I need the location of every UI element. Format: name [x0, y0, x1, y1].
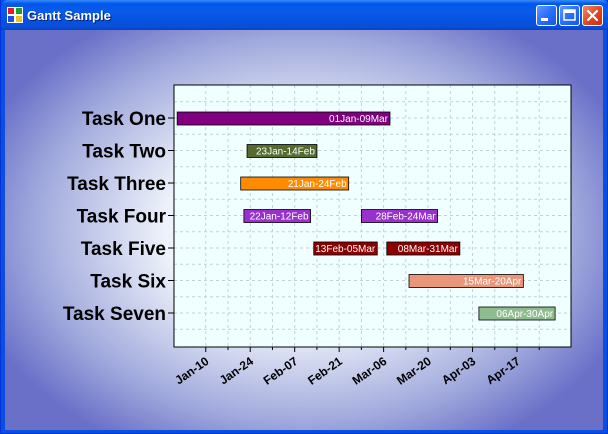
task-label: Task Three: [67, 174, 166, 195]
task-bar: [313, 241, 378, 256]
gantt-chart: 01Jan-09Mar 23Jan-14Feb 21Jan-24Feb 22Jan-1…: [63, 84, 572, 388]
task-bar: [246, 144, 318, 158]
x-tick-label: Jan-10: [172, 354, 211, 387]
task-bars: 01Jan-09Mar 23Jan-14Feb 21Jan-24Feb 22Jan-1…: [176, 111, 556, 321]
date-tick-labels: Jan-10 Jan-24 Feb-07 Feb-21 Mar-06 Mar-20 Apr-…: [172, 354, 523, 388]
bar-date-label: 23Jan-14Feb: [256, 147, 315, 158]
bar-date-label: 28Feb-24Mar: [376, 212, 437, 223]
windows-app-icon[interactable]: [7, 7, 23, 23]
x-tick-label: Feb-07: [261, 354, 301, 388]
task-bar: [240, 176, 350, 191]
task-bar: [478, 306, 556, 321]
task-label: Task Six: [90, 272, 166, 293]
task-label: Task Five: [81, 239, 166, 260]
chart-area: 01Jan-09Mar 23Jan-14Feb 21Jan-24Feb 22Jan-1…: [5, 30, 603, 430]
x-tick-label: Apr-03: [439, 354, 478, 387]
bar-date-label: 08Mar-31Mar: [398, 244, 459, 255]
x-tick-label: Jan-24: [217, 354, 256, 387]
task-labels: Task One Task Two Task Three Task Four Task …: [63, 109, 167, 325]
close-icon: [586, 9, 599, 22]
maximize-button[interactable]: [559, 5, 580, 26]
task-label: Task Seven: [63, 304, 166, 325]
task-label: Task Four: [77, 207, 167, 228]
window-title: Gantt Sample: [27, 8, 111, 23]
bar-date-label: 15Mar-20Apr: [463, 277, 522, 288]
task-bar: [176, 111, 391, 126]
x-tick-label: Mar-20: [394, 354, 434, 388]
bar-date-label: 06Apr-30Apr: [496, 309, 553, 320]
close-button[interactable]: [582, 5, 603, 26]
bar-date-label: 13Feb-05Mar: [315, 244, 376, 255]
minimize-icon: [541, 18, 548, 21]
x-tick-label: Apr-17: [484, 354, 523, 387]
task-bar: [408, 274, 524, 288]
maximize-icon: [563, 9, 576, 21]
bar-date-label: 22Jan-12Feb: [250, 212, 309, 223]
task-bar: [360, 209, 439, 223]
minimize-button[interactable]: [536, 5, 557, 26]
bar-date-label: 01Jan-09Mar: [329, 114, 389, 125]
task-bar: [386, 241, 461, 256]
axis-ticks: [168, 117, 540, 352]
bar-date-label: 21Jan-24Feb: [288, 179, 347, 190]
task-bar: [243, 209, 311, 223]
x-tick-label: Mar-06: [350, 354, 390, 388]
grid-lines: [174, 85, 571, 347]
task-label: Task Two: [82, 142, 166, 163]
x-tick-label: Feb-21: [305, 354, 345, 388]
title-bar[interactable]: Gantt Sample: [1, 0, 608, 30]
task-label: Task One: [82, 109, 166, 130]
